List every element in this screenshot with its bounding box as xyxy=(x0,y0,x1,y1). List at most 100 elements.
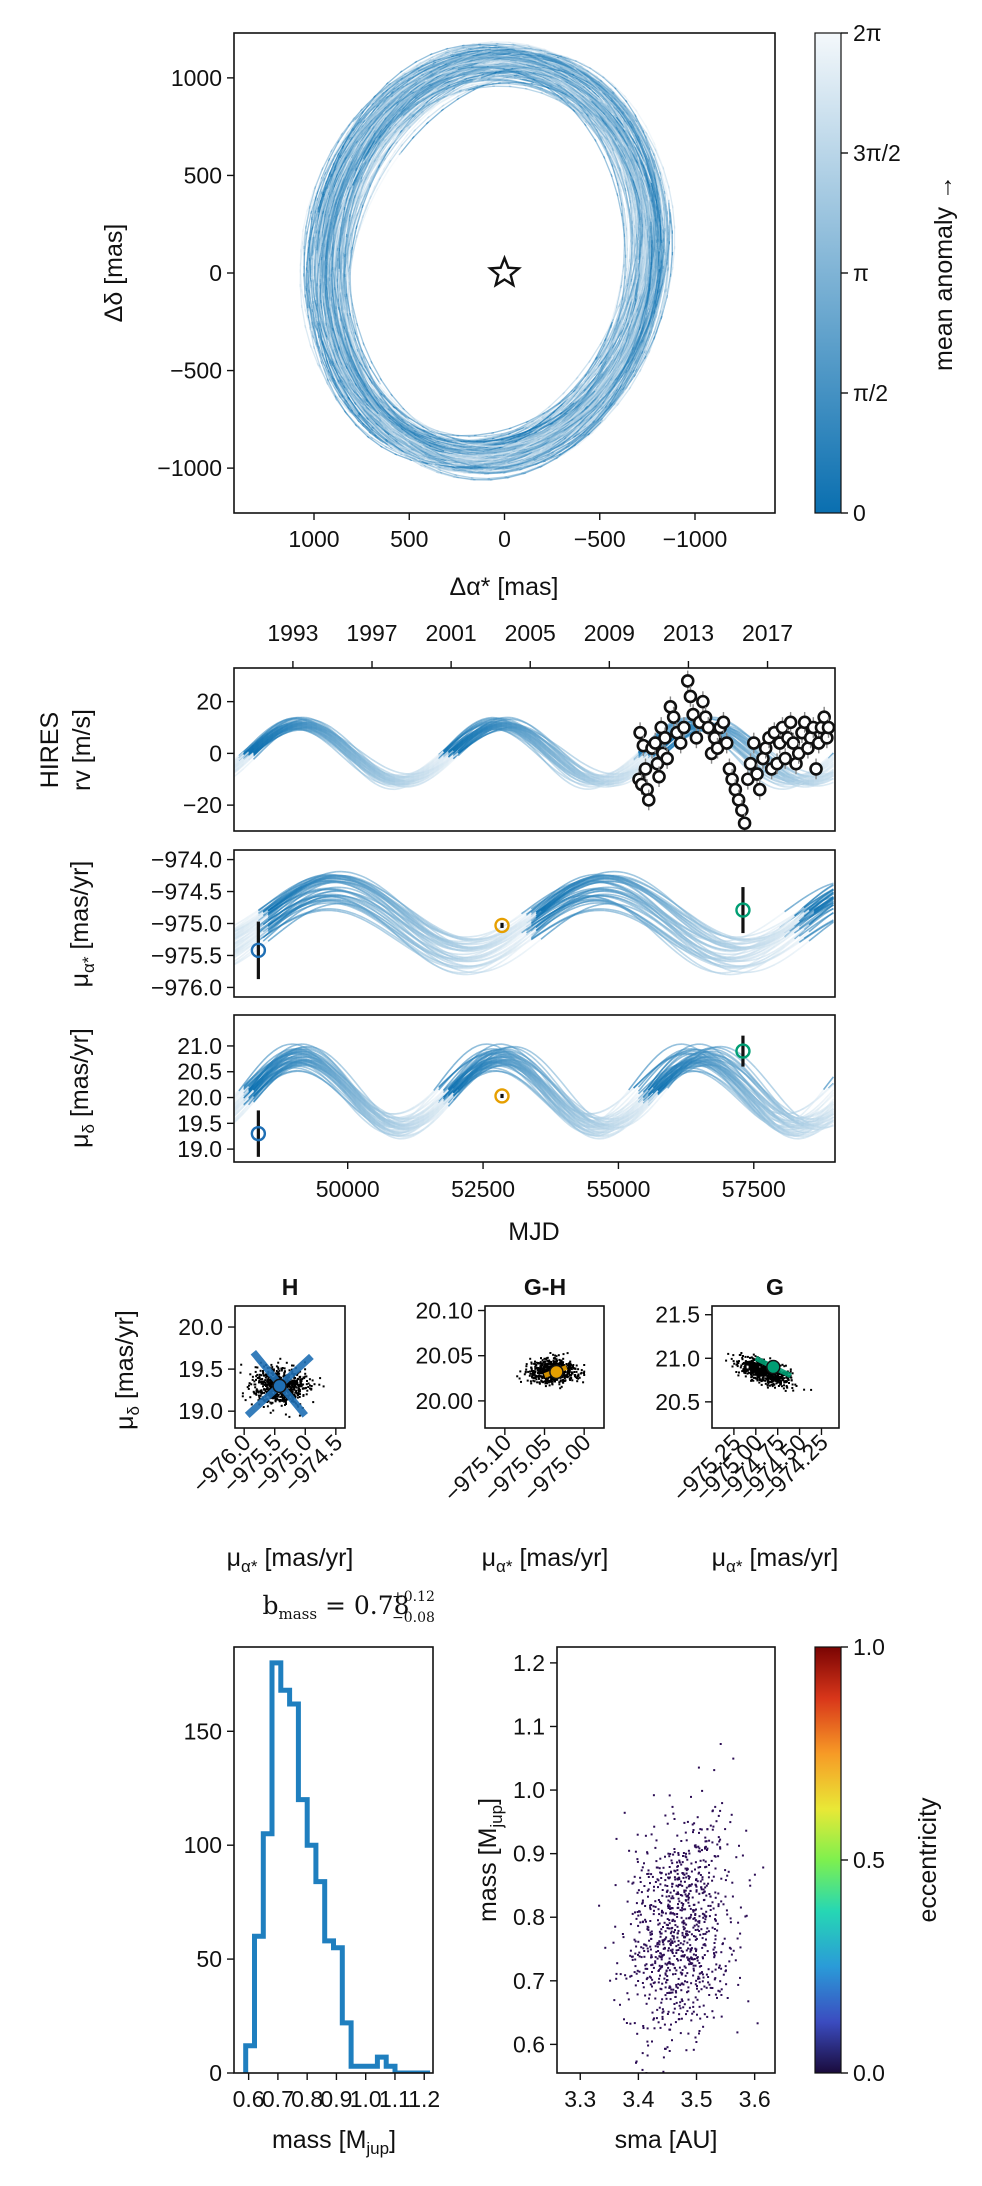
orbit-segment xyxy=(306,189,315,213)
orbit-segment xyxy=(669,251,674,277)
orbit-segment xyxy=(487,476,507,480)
orbit-segment xyxy=(342,286,345,309)
orbit-segment xyxy=(346,114,362,135)
orbit-segment xyxy=(508,85,528,90)
orbit-segment xyxy=(368,163,381,186)
orbit-segment xyxy=(454,474,474,479)
orbit-segment xyxy=(473,432,495,437)
orbit-segment xyxy=(347,215,355,240)
orbit-segment xyxy=(639,350,651,373)
orbit-segment xyxy=(357,425,374,440)
orbit-segment xyxy=(585,408,603,426)
orbit-segment xyxy=(398,135,415,156)
orbit-segment xyxy=(302,208,309,233)
orbit-segment xyxy=(659,186,664,210)
orbit-segment xyxy=(334,395,347,414)
orbit-segment xyxy=(504,472,524,478)
orbit-segment xyxy=(628,368,642,390)
orbit-segment xyxy=(669,209,674,234)
orbit-segment xyxy=(524,87,544,95)
orbit-segment xyxy=(343,394,357,412)
orbit-segment xyxy=(375,169,390,192)
orbit-segment xyxy=(388,126,403,144)
orbit-segment xyxy=(462,44,482,49)
orbit-segment xyxy=(384,445,403,456)
orbit-segment xyxy=(367,155,380,175)
orbit-segment xyxy=(484,432,504,437)
orbit-segment xyxy=(351,309,357,333)
orbit-segment xyxy=(527,456,545,466)
orbit-segment xyxy=(659,168,668,192)
orbit-segment xyxy=(573,432,591,447)
orbit-segment xyxy=(358,207,370,231)
orbit-segment xyxy=(370,360,383,381)
orbit-segment xyxy=(603,402,618,421)
orbit-segment xyxy=(394,453,413,462)
orbit-segment xyxy=(583,412,601,429)
orbit-segment xyxy=(362,342,373,364)
orbit-segment xyxy=(326,381,338,401)
orbit-segment xyxy=(336,380,350,401)
orbit-segment xyxy=(371,154,384,177)
orbit-segment xyxy=(390,393,405,411)
orbit-segment xyxy=(576,419,595,436)
orbit-segment xyxy=(309,326,316,350)
orbit-segment xyxy=(634,349,646,373)
orbit-segment xyxy=(312,237,317,262)
orbit-segment xyxy=(508,420,529,430)
orbit-segment xyxy=(527,45,547,52)
orbit-segment xyxy=(347,268,350,294)
orbit-segment xyxy=(456,434,477,437)
orbit-segment xyxy=(377,146,391,169)
orbit-segment xyxy=(378,159,392,181)
orbit-segment xyxy=(370,375,386,394)
orbit-segment xyxy=(520,465,541,475)
orbit-segment xyxy=(495,42,516,46)
orbit-segment xyxy=(587,419,604,436)
orbit-segment xyxy=(415,103,432,118)
orbit-segment xyxy=(353,401,370,421)
orbit-segment xyxy=(345,252,350,277)
orbit-segment xyxy=(421,83,439,95)
orbit-segment xyxy=(624,216,628,242)
orbit-segment xyxy=(530,461,550,469)
orbit-segment xyxy=(444,46,465,54)
orbit-segment xyxy=(514,466,534,473)
orbit-segment xyxy=(311,217,318,241)
orbit-segment xyxy=(562,443,580,456)
orbit-segment xyxy=(616,386,632,406)
orbit-segment xyxy=(344,242,351,268)
orbit-segment xyxy=(363,373,376,392)
orbit-segment xyxy=(663,252,666,277)
orbit-segment xyxy=(540,92,558,101)
orbit-segment xyxy=(425,108,444,125)
orbit-segment xyxy=(436,430,455,436)
orbit-segment xyxy=(576,431,594,446)
orbit-segment xyxy=(590,417,607,435)
orbit-segment xyxy=(633,355,647,378)
orbit-segment xyxy=(424,424,443,435)
orbit-segment xyxy=(386,152,402,173)
orbit-segment xyxy=(320,360,329,382)
orbit-segment xyxy=(353,337,364,361)
orbit-segment xyxy=(543,453,562,463)
orbit-segment xyxy=(508,41,529,46)
orbit-segment xyxy=(411,121,429,140)
orbit-segment xyxy=(356,322,365,346)
orbit-segment xyxy=(366,435,383,448)
orbit-segment xyxy=(400,115,417,133)
orbit-segment xyxy=(388,143,404,164)
orbit-segment xyxy=(300,289,307,312)
orbit-segment xyxy=(366,187,379,211)
orbit-segment xyxy=(299,228,304,253)
orbit-segment xyxy=(471,41,493,45)
orbit-segment xyxy=(426,104,445,119)
orbit-segment xyxy=(354,423,370,439)
orbit-segment xyxy=(413,115,430,132)
orbit-segment xyxy=(571,99,587,115)
orbit-segment xyxy=(311,297,318,321)
orbit-segment xyxy=(346,388,361,407)
orbit-segment xyxy=(436,471,456,479)
